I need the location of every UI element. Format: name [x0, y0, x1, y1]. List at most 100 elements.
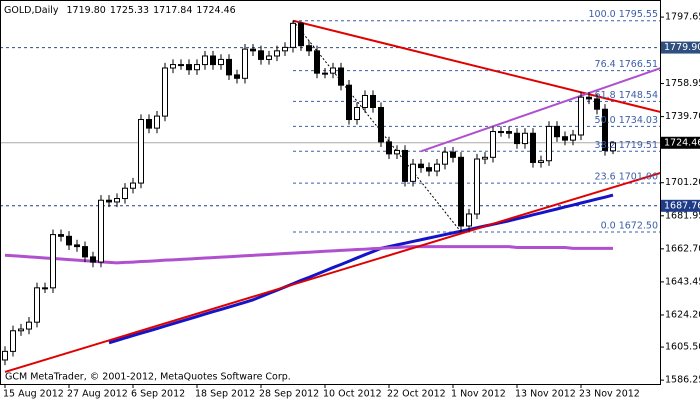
candle-body [450, 151, 456, 158]
header: GOLD,Daily 1719.80 1725.33 1717.84 1724.46 [4, 5, 236, 16]
candle-body [146, 119, 152, 129]
y-tick-label: 1701.20 [665, 177, 700, 188]
candle-body [114, 198, 120, 203]
x-tick-label: 15 Aug 2012 [3, 389, 64, 400]
candle-body [194, 64, 200, 71]
candle-body [18, 328, 24, 332]
candle-body [226, 58, 232, 76]
candle-body [82, 246, 88, 258]
y-tick-label: 1624.20 [665, 309, 700, 320]
candle-body [482, 156, 488, 160]
candle-body [602, 108, 608, 151]
x-tick-label: 6 Sep 2012 [131, 389, 185, 400]
x-tick-label: 10 Oct 2012 [323, 389, 382, 400]
candle-body [506, 131, 512, 134]
candle-body [298, 22, 304, 47]
candle-body [466, 213, 472, 227]
y-tick-label: 1605.50 [665, 342, 700, 353]
candle-body [234, 74, 240, 79]
candle-body [74, 244, 80, 248]
candle-body [130, 182, 136, 189]
candle-body [282, 46, 288, 52]
candle-body [42, 287, 48, 290]
candle-body [490, 131, 496, 158]
trendline [4, 172, 660, 373]
candle-body [170, 64, 176, 69]
candle-body [274, 50, 280, 57]
candle-body [554, 125, 560, 138]
candle-body [162, 67, 168, 117]
candle-body [106, 199, 112, 203]
ohlc-value: 1717.84 [153, 5, 192, 16]
price-box-label: 1687.76 [664, 200, 700, 211]
candle-body [306, 45, 312, 52]
candle-body [266, 55, 272, 60]
y-tick-label: 1758.95 [665, 78, 700, 89]
candle-body [210, 55, 216, 66]
x-tick-label: 22 Oct 2012 [387, 389, 446, 400]
fib-label: 61.8 1748.54 [595, 90, 658, 101]
candle-body [426, 167, 432, 172]
ohlc-value: 1719.80 [67, 5, 106, 16]
candle-body [218, 58, 224, 66]
candle-body [570, 134, 576, 141]
candle-body [258, 50, 264, 60]
price-box [661, 199, 700, 212]
overlay: GOLD,Daily 1719.80 1725.33 1717.84 1724.46 G… [4, 5, 291, 383]
candle-body [314, 50, 320, 74]
fib-label: 76.4 1766.51 [595, 59, 658, 70]
fib-label: 23.6 1701.00 [595, 172, 658, 183]
candle-body [2, 350, 8, 361]
candle-body [578, 96, 584, 136]
candle-body [434, 163, 440, 172]
plot-area [0, 19, 660, 373]
candle-body [530, 132, 536, 163]
candle-body [98, 199, 104, 263]
candle-body [546, 125, 552, 162]
candle-body [242, 48, 248, 79]
x-tick-label: 18 Sep 2012 [195, 389, 255, 400]
x-tick-label: 27 Aug 2012 [67, 389, 128, 400]
y-tick-label: 1643.45 [665, 276, 700, 287]
plot-frame [0, 0, 661, 385]
candle-body [442, 151, 448, 165]
candle-body [202, 55, 208, 66]
candle-body [178, 64, 184, 67]
fib-label: 100.0 1795.55 [588, 9, 658, 20]
trendline [420, 67, 660, 153]
candle-body [346, 84, 352, 121]
moving-average [4, 245, 613, 265]
candle-body [402, 149, 408, 182]
y-tick-label: 1662.70 [665, 243, 700, 254]
candle-body [338, 67, 344, 86]
candle-body [370, 94, 376, 109]
y-tick-label: 1681.95 [665, 210, 700, 221]
candle-body [322, 72, 328, 75]
candle-body [290, 22, 296, 48]
candle-body [354, 107, 360, 121]
price-box [661, 41, 700, 54]
fib-label: 50.0 1734.03 [595, 115, 658, 126]
candle-body [58, 234, 64, 237]
candle-body [50, 234, 56, 289]
candle-body [394, 149, 400, 155]
fib-label: 38.2 1719.51 [595, 140, 658, 151]
price-box-label: 1724.46 [664, 137, 700, 148]
candle-body [90, 256, 96, 263]
candle-body [586, 96, 592, 100]
candle-body [498, 131, 504, 134]
price-box [661, 136, 700, 149]
candle-body [26, 321, 32, 330]
y-tick-label: 1586.25 [665, 375, 700, 386]
candle-body [610, 142, 616, 152]
trendline [292, 20, 462, 233]
candle-body [250, 48, 256, 52]
y-tick-label: 1797.65 [665, 12, 700, 23]
x-tick-label: 28 Sep 2012 [259, 389, 319, 400]
candle-body [418, 163, 424, 169]
candle-body [330, 67, 336, 74]
candle-body [562, 136, 568, 141]
fib-label: 0.0 1672.50 [601, 221, 658, 232]
candle-body [522, 132, 528, 145]
candle-body [154, 115, 160, 129]
